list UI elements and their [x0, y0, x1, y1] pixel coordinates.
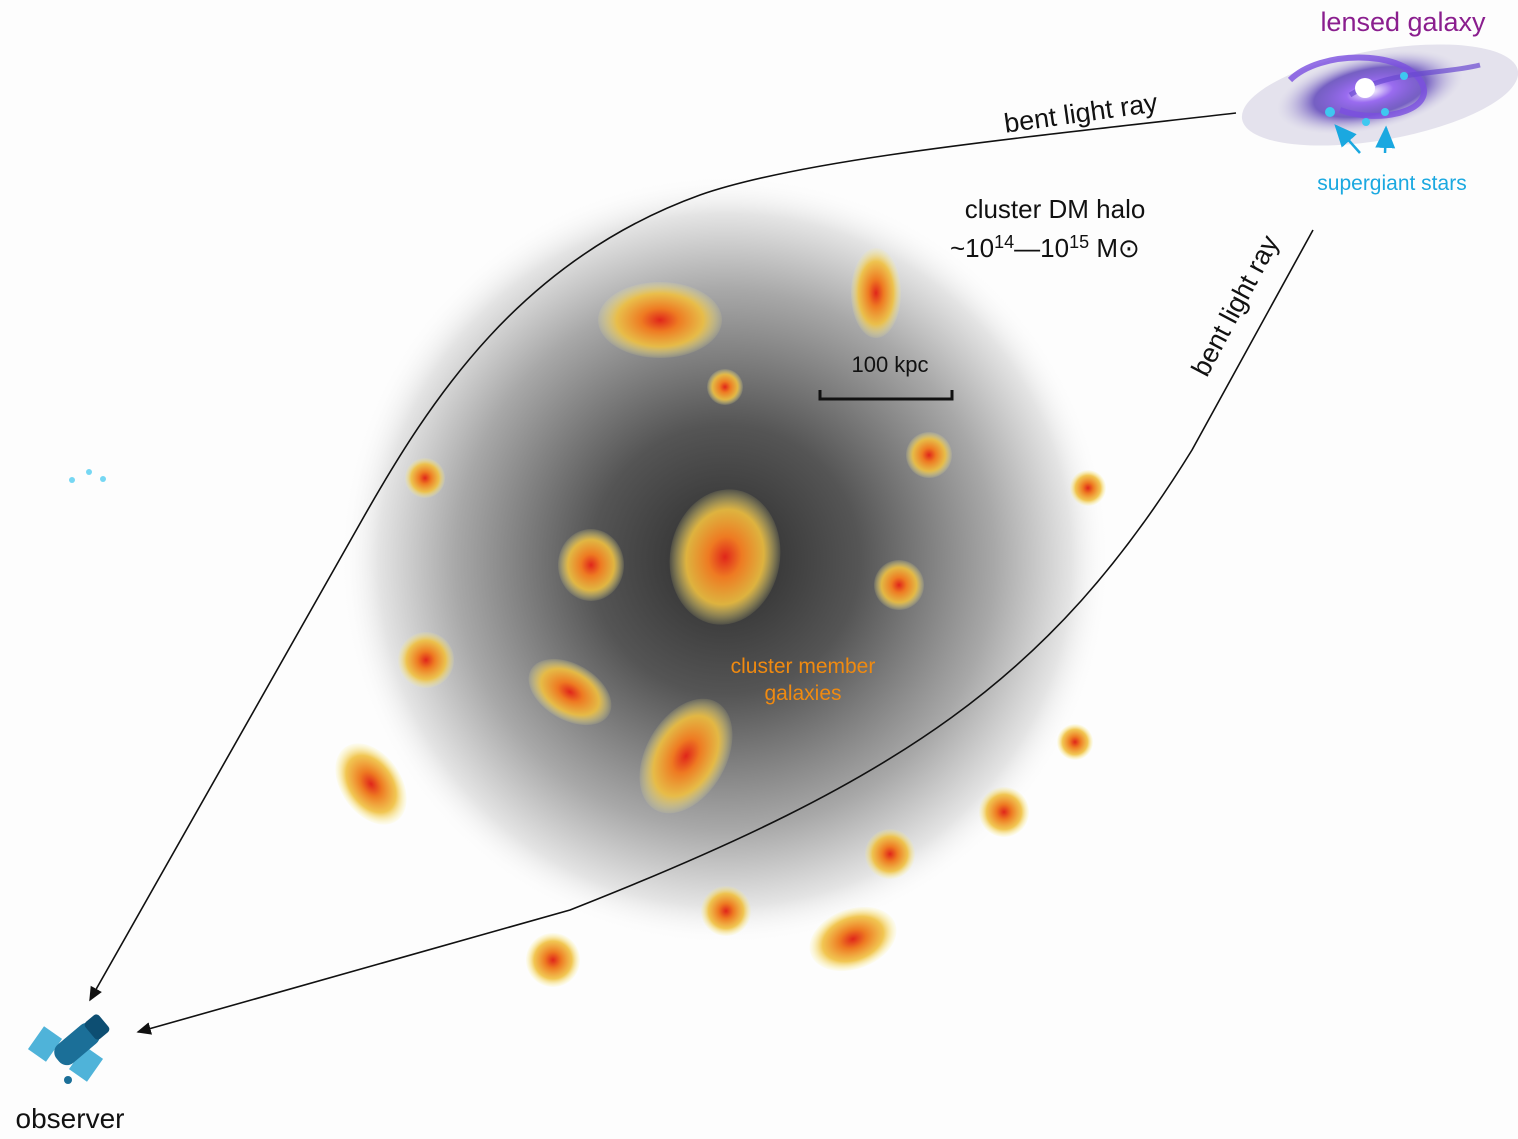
- mass-prefix: ~10: [950, 233, 994, 263]
- observer-label: observer: [16, 1103, 125, 1134]
- member-galaxy: [398, 632, 454, 688]
- member-galaxy: [707, 369, 743, 405]
- diagram: lensed galaxy supergiant stars bent ligh…: [0, 0, 1518, 1139]
- mass-unit: M⊙: [1089, 233, 1140, 263]
- member-galaxy: [865, 829, 915, 879]
- members-label: cluster member: [731, 655, 876, 678]
- member-galaxy: [701, 886, 751, 936]
- halo-label: cluster DM halo: [965, 194, 1146, 224]
- member-galaxy: [851, 248, 901, 338]
- member-galaxy: [405, 458, 445, 498]
- member-galaxy: [1070, 470, 1106, 506]
- telescope: [28, 1013, 111, 1084]
- member-galaxy: [906, 432, 952, 478]
- mass-exponent: 15: [1069, 232, 1089, 252]
- halo-mass: ~1014—1015 M⊙: [950, 232, 1140, 263]
- scale-label: 100 kpc: [851, 352, 928, 377]
- lensed-galaxy-label: lensed galaxy: [1320, 7, 1486, 37]
- member-galaxy: [1057, 724, 1093, 760]
- mass-exponent: 14: [994, 232, 1014, 252]
- mass-dash: —10: [1014, 233, 1069, 263]
- supergiant-label: supergiant stars: [1317, 172, 1466, 195]
- cyan-dots: [69, 469, 106, 483]
- lensed-galaxy-image: [1234, 26, 1518, 163]
- member-galaxy: [598, 282, 722, 358]
- member-galaxy: [874, 560, 924, 610]
- page: lensed galaxy supergiant stars bent ligh…: [0, 0, 1518, 1139]
- members-label: galaxies: [764, 682, 841, 705]
- light-ray-label: bent light ray: [1186, 230, 1285, 381]
- member-galaxy: [979, 787, 1029, 837]
- member-galaxy: [558, 529, 624, 601]
- member-galaxy: [526, 933, 580, 987]
